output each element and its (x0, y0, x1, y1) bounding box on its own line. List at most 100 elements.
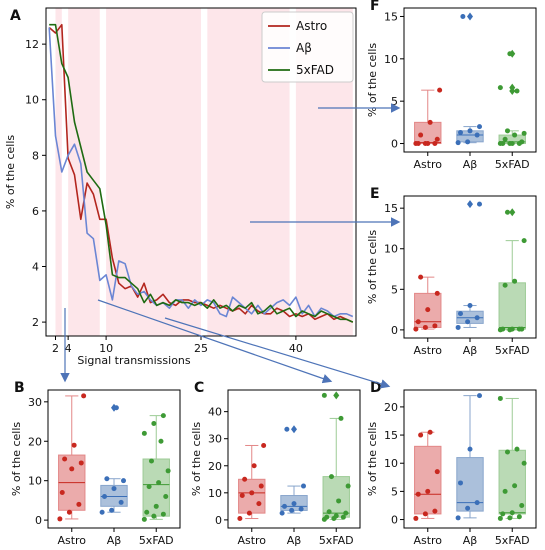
data-point (512, 133, 517, 138)
data-point (57, 516, 62, 521)
legend-entry: 5xFAD (296, 63, 334, 77)
outlier-diamond (291, 425, 297, 433)
box-aβ (280, 425, 308, 515)
y-tick-label: 30 (208, 433, 222, 446)
data-point (249, 490, 254, 495)
data-point (477, 202, 482, 207)
data-point (510, 327, 515, 332)
y-tick-label: 12 (25, 38, 39, 51)
y-tick-label: 5 (391, 485, 398, 498)
panel-c: Astro Aβ 5xFAD 0 10 20 30 40 % of the cells C (190, 380, 360, 547)
y-axis-label: % of the cells (4, 135, 17, 210)
category-label: Aβ (107, 534, 122, 547)
box-astro (413, 275, 441, 332)
data-point (242, 477, 247, 482)
data-point (432, 323, 437, 328)
data-point (114, 405, 119, 410)
data-point (519, 139, 524, 144)
y-axis-label: % of the cells (10, 422, 23, 497)
y-tick-label: 2 (32, 316, 39, 329)
data-point (477, 124, 482, 129)
legend-entry: Aβ (296, 41, 312, 55)
data-point (475, 500, 480, 505)
data-point (475, 315, 480, 320)
y-axis-label: % of the cells (190, 422, 203, 497)
data-point (301, 484, 306, 489)
data-point (428, 120, 433, 125)
data-point (142, 431, 147, 436)
y-tick-label: 6 (32, 205, 39, 218)
data-point (147, 484, 152, 489)
box-aβ (456, 393, 484, 520)
box-5xfad (498, 396, 527, 521)
category-label: Astro (413, 344, 442, 357)
data-point (425, 489, 430, 494)
y-tick-label: 5 (391, 95, 398, 108)
data-point (69, 466, 74, 471)
outlier-diamond (333, 391, 339, 399)
data-point (432, 141, 437, 146)
data-point (425, 307, 430, 312)
y-axis-label: % of the cells (366, 43, 379, 118)
panel-letter-b: B (14, 380, 25, 396)
y-tick-label: 10 (384, 457, 398, 470)
data-point (498, 396, 503, 401)
data-point (514, 447, 519, 452)
y-tick-label: 10 (25, 94, 39, 107)
data-point (329, 474, 334, 479)
data-point (338, 416, 343, 421)
data-point (240, 493, 245, 498)
data-point (468, 128, 473, 133)
y-tick-label: 20 (208, 460, 222, 473)
data-point (256, 501, 261, 506)
y-axis-label: % of the cells (366, 230, 379, 305)
data-point (158, 439, 163, 444)
category-label: Aβ (463, 158, 478, 171)
data-point (503, 489, 508, 494)
data-point (121, 478, 126, 483)
data-point (432, 509, 437, 514)
data-point (343, 511, 348, 516)
category-label: Astro (413, 158, 442, 171)
data-point (435, 291, 440, 296)
data-point (428, 430, 433, 435)
data-point (416, 492, 421, 497)
data-point (425, 141, 430, 146)
y-tick-label: 0 (391, 514, 398, 527)
outlier-diamond (509, 208, 515, 216)
data-point (505, 449, 510, 454)
category-label: Astro (413, 534, 442, 547)
category-label: 5xFAD (139, 534, 174, 547)
data-point (423, 325, 428, 330)
x-axis-label: Signal transmissions (77, 354, 191, 367)
data-point (299, 507, 304, 512)
data-point (512, 279, 517, 284)
data-point (517, 514, 522, 519)
y-tick-label: 10 (384, 53, 398, 66)
data-point (498, 516, 503, 521)
data-point (161, 413, 166, 418)
data-point (500, 327, 505, 332)
box-aβ (456, 200, 484, 330)
category-label: Aβ (463, 344, 478, 357)
data-point (413, 327, 418, 332)
data-point (102, 494, 107, 499)
panel-letter-c: C (194, 380, 204, 396)
x-tick-label: 25 (194, 342, 208, 355)
data-point (119, 500, 124, 505)
data-point (336, 498, 341, 503)
data-point (79, 460, 84, 465)
box-astro (413, 88, 442, 146)
data-point (149, 458, 154, 463)
panel-letter-a: A (10, 8, 21, 24)
data-point (435, 137, 440, 142)
box-5xfad (142, 413, 171, 522)
data-point (81, 393, 86, 398)
data-point (514, 89, 519, 94)
data-point (505, 128, 510, 133)
data-point (72, 443, 77, 448)
box-5xfad (322, 391, 351, 521)
category-label: 5xFAD (319, 534, 354, 547)
data-point (142, 517, 147, 522)
